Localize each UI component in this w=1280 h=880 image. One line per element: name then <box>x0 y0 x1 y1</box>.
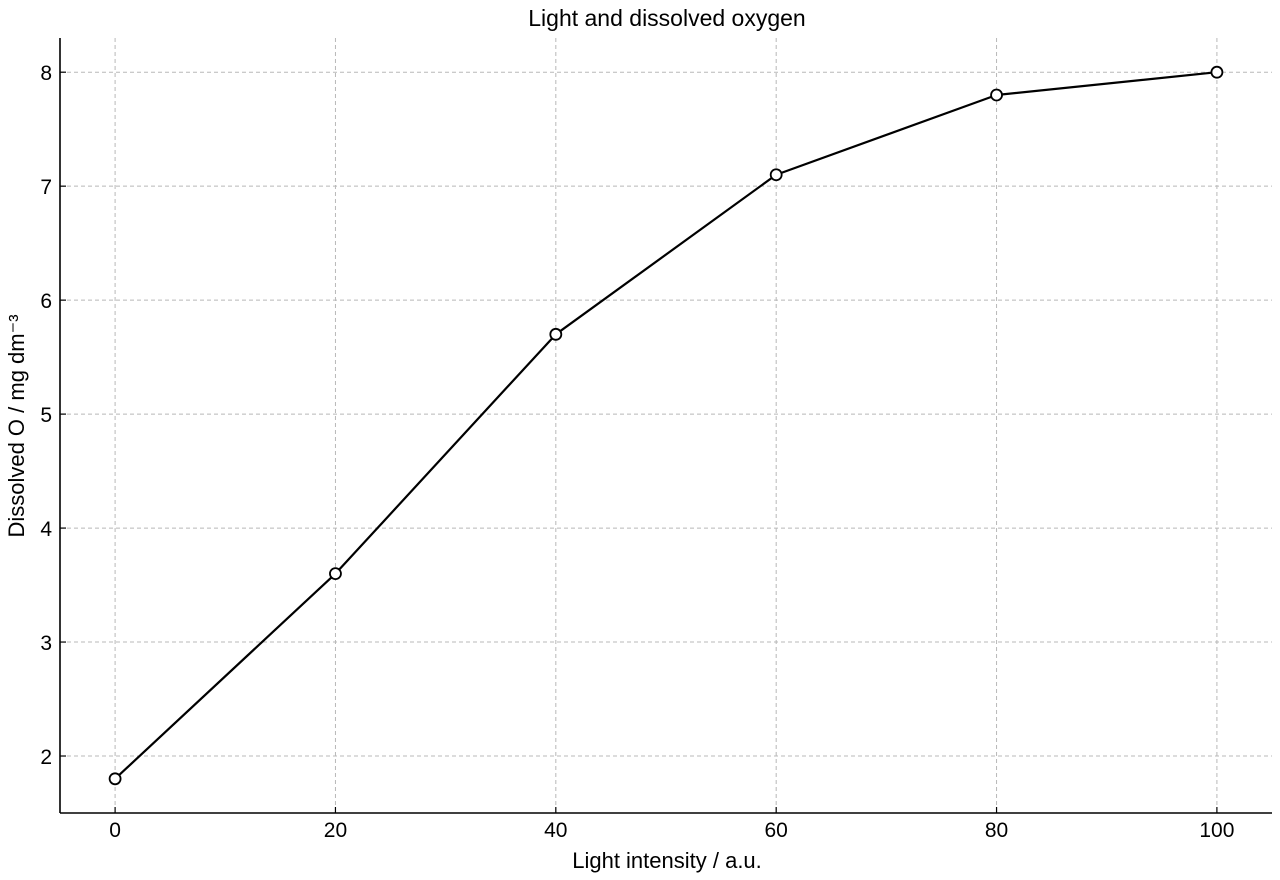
y-axis-label: Dissolved O / mg dm⁻³ <box>4 314 29 537</box>
ticks: 0 20 40 60 80 100 2 3 4 5 6 7 8 <box>40 62 1234 842</box>
x-tick-label-4: 80 <box>985 819 1008 842</box>
series-line-0 <box>114 71 1218 780</box>
axes <box>59 38 1272 814</box>
data-point-0-1 <box>329 567 342 581</box>
y-tick-label-2: 4 <box>40 518 52 541</box>
series <box>108 65 1224 786</box>
grid <box>60 38 1272 813</box>
y-tick-label-1: 3 <box>40 632 52 655</box>
x-tick-label-1: 20 <box>324 819 347 842</box>
x-tick-label-2: 40 <box>544 819 567 842</box>
data-point-0-5 <box>1210 65 1224 79</box>
y-tick-label-5: 7 <box>40 176 52 199</box>
data-point-0-0 <box>108 772 122 786</box>
data-point-0-4 <box>990 88 1003 102</box>
x-axis-label: Light intensity / a.u. <box>572 848 762 873</box>
y-tick-label-3: 5 <box>40 404 52 427</box>
y-tick-label-4: 6 <box>40 290 52 313</box>
x-tick-label-0: 0 <box>109 819 121 842</box>
data-point-0-3 <box>769 168 783 182</box>
x-tick-label-5: 100 <box>1199 819 1234 842</box>
chart-title: Light and dissolved oxygen <box>528 5 805 31</box>
x-tick-label-3: 60 <box>765 819 788 842</box>
y-tick-label-0: 2 <box>40 746 52 769</box>
data-point-0-2 <box>549 327 563 341</box>
y-tick-label-6: 8 <box>40 62 52 85</box>
